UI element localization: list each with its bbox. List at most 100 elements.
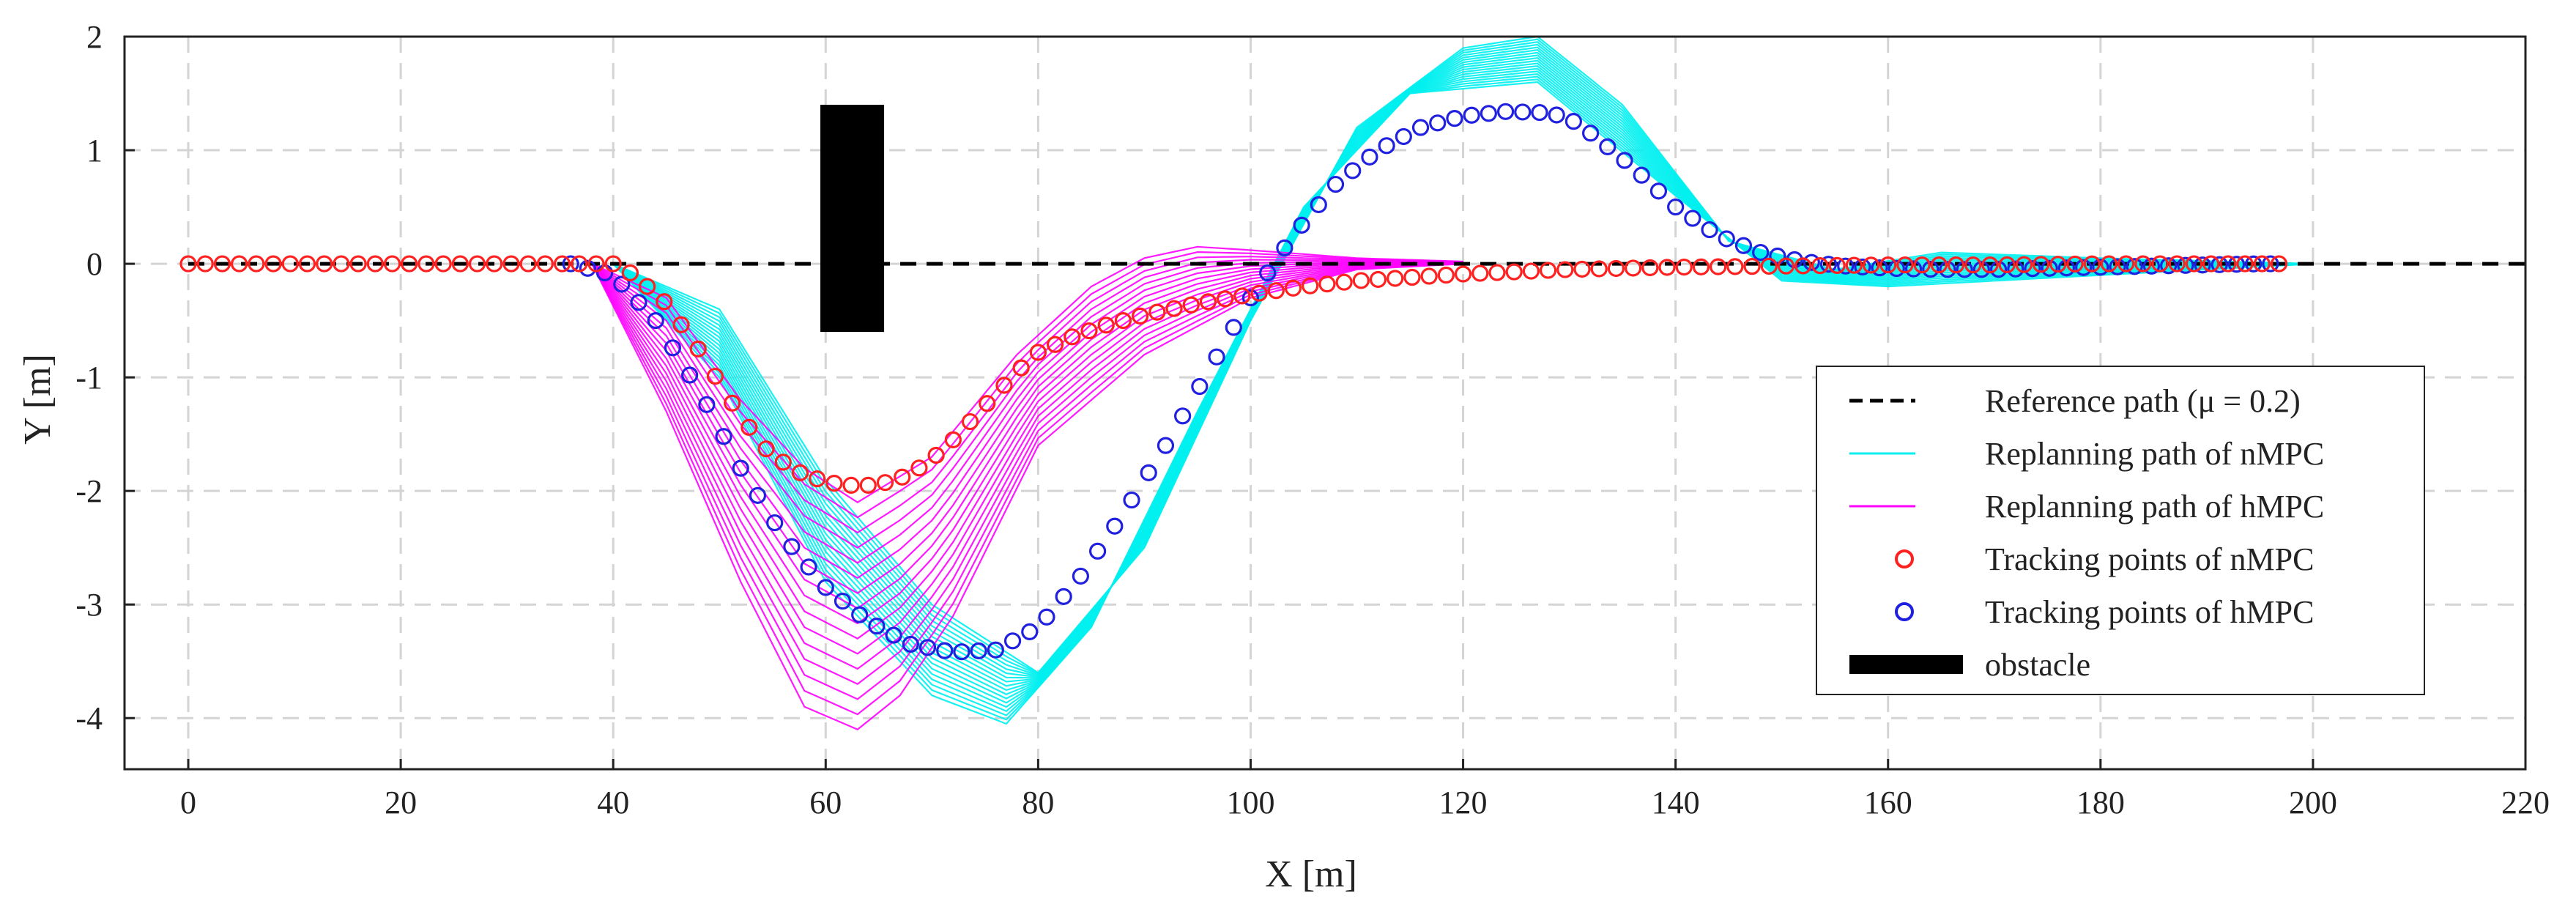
nmpc-tracking-point <box>1233 287 1251 305</box>
hmpc-tracking-point <box>1003 632 1022 650</box>
hmpc-tracking-point <box>1123 491 1140 509</box>
hmpc-tracking-point <box>885 626 902 644</box>
nmpc-tracking-point <box>1845 256 1863 274</box>
nmpc-tracking-point <box>1675 259 1693 276</box>
nmpc-tracking-point <box>196 255 214 273</box>
x-tick-label: 20 <box>385 785 417 820</box>
hmpc-tracking-point <box>800 558 817 576</box>
nmpc-replan-line <box>612 35 2313 674</box>
hmpc-tracking-point <box>1089 542 1107 560</box>
nmpc-tracking-point <box>1896 256 1914 274</box>
hmpc-tracking-point <box>1837 257 1855 275</box>
nmpc-tracking-point <box>349 255 367 273</box>
y-axis-label: Y [m] <box>17 354 59 445</box>
nmpc-tracking-point <box>1165 300 1183 317</box>
nmpc-tracking-point <box>2202 255 2220 273</box>
nmpc-tracking-point <box>740 418 758 436</box>
legend-label-hmpc-replan: Replanning path of hMPC <box>1985 489 2324 525</box>
nmpc-tracking-point <box>1710 258 1727 275</box>
hmpc-tracking-point <box>1259 264 1277 282</box>
nmpc-tracking-point <box>316 255 333 273</box>
nmpc-tracking-point <box>1811 257 1829 275</box>
hmpc-tracking-point <box>2041 259 2058 277</box>
hmpc-tracking-point <box>647 311 664 330</box>
hmpc-tracking-point <box>1718 230 1735 248</box>
nmpc-tracking-point <box>1387 270 1404 287</box>
hmpc-tracking-point <box>851 606 869 623</box>
nmpc-tracking-point <box>553 255 571 273</box>
nmpc-tracking-point <box>1318 275 1336 293</box>
hmpc-tracking-point <box>1922 260 1940 278</box>
hmpc-replan-line <box>591 262 1463 625</box>
nmpc-replan-line <box>612 67 2313 704</box>
hmpc-tracking-point <box>1752 243 1770 262</box>
nmpc-tracking-point <box>1114 311 1132 330</box>
hmpc-tracking-point <box>1446 110 1463 127</box>
hmpc-tracking-point <box>1888 259 1905 278</box>
nmpc-tracking-point <box>264 255 282 273</box>
hmpc-tracking-point <box>834 592 852 610</box>
nmpc-tracking-point <box>1913 256 1931 274</box>
x-tick-label: 40 <box>597 785 629 820</box>
nmpc-tracking-point <box>809 470 826 488</box>
nmpc-tracking-point <box>1981 256 1999 274</box>
nmpc-tracking-point <box>706 367 724 385</box>
nmpc-tracking-point <box>1607 259 1625 278</box>
hmpc-tracking-point <box>1038 608 1055 626</box>
hmpc-tracking-point <box>1225 319 1242 336</box>
hmpc-tracking-point <box>987 641 1004 659</box>
hmpc-tracking-point <box>2057 259 2076 277</box>
hmpc-replan-line <box>591 256 1463 534</box>
x-tick-label: 0 <box>180 785 196 820</box>
nmpc-tracking-point <box>1794 257 1812 275</box>
hmpc-tracking-point <box>732 459 749 477</box>
y-tick-label: 1 <box>86 133 103 168</box>
hmpc-tracking-point <box>1819 256 1838 273</box>
hmpc-replan-line <box>591 262 1463 594</box>
hmpc-tracking-point <box>1564 113 1583 130</box>
hmpc-tracking-point <box>2177 256 2194 274</box>
nmpc-tracking-point <box>2066 255 2084 273</box>
nmpc-tracking-point <box>2049 256 2067 273</box>
legend-swatch-obstacle <box>1849 655 1963 674</box>
nmpc-tracking-point <box>571 255 588 273</box>
nmpc-tracking-point <box>979 395 996 412</box>
nmpc-replan-line <box>612 78 2313 721</box>
hmpc-tracking-point <box>1072 567 1089 585</box>
nmpc-tracking-point <box>1641 259 1659 277</box>
hmpc-replan-line <box>591 262 1463 655</box>
hmpc-tracking-point <box>1599 138 1617 155</box>
x-tick-label: 60 <box>809 785 842 820</box>
nmpc-tracking-point <box>1828 256 1846 274</box>
hmpc-tracking-point <box>1140 464 1157 481</box>
hmpc-replan-line <box>591 262 1463 716</box>
hmpc-tracking-point <box>1378 137 1395 155</box>
nmpc-tracking-point <box>1267 282 1285 300</box>
nmpc-tracking-point <box>1998 256 2016 274</box>
nmpc-tracking-point <box>1658 259 1676 276</box>
nmpc-tracking-point <box>1471 264 1489 282</box>
nmpc-tracking-point <box>1097 316 1115 334</box>
x-tick-label: 140 <box>1652 785 1700 820</box>
nmpc-tracking-point <box>1302 277 1319 294</box>
nmpc-tracking-point <box>1539 262 1557 279</box>
nmpc-tracking-point <box>587 255 605 273</box>
nmpc-tracking-point <box>656 293 673 311</box>
nmpc-tracking-point <box>1080 322 1098 340</box>
hmpc-tracking-point <box>1854 258 1871 276</box>
hmpc-tracking-point <box>1496 103 1515 120</box>
nmpc-tracking-point <box>1012 359 1030 377</box>
x-tick-label: 120 <box>1439 785 1488 820</box>
hmpc-tracking-point <box>1463 106 1480 124</box>
y-tick-label: 0 <box>86 246 103 282</box>
hmpc-tracking-point <box>1956 261 1973 278</box>
hmpc-tracking-point <box>766 514 784 532</box>
nmpc-tracking-point <box>1352 272 1370 289</box>
legend-box <box>1816 366 2425 695</box>
hmpc-tracking-point <box>2126 258 2143 275</box>
hmpc-replan-line <box>591 262 1463 610</box>
nmpc-tracking-point <box>910 459 928 477</box>
nmpc-tracking-point <box>842 476 860 494</box>
nmpc-tracking-point <box>2253 255 2271 273</box>
